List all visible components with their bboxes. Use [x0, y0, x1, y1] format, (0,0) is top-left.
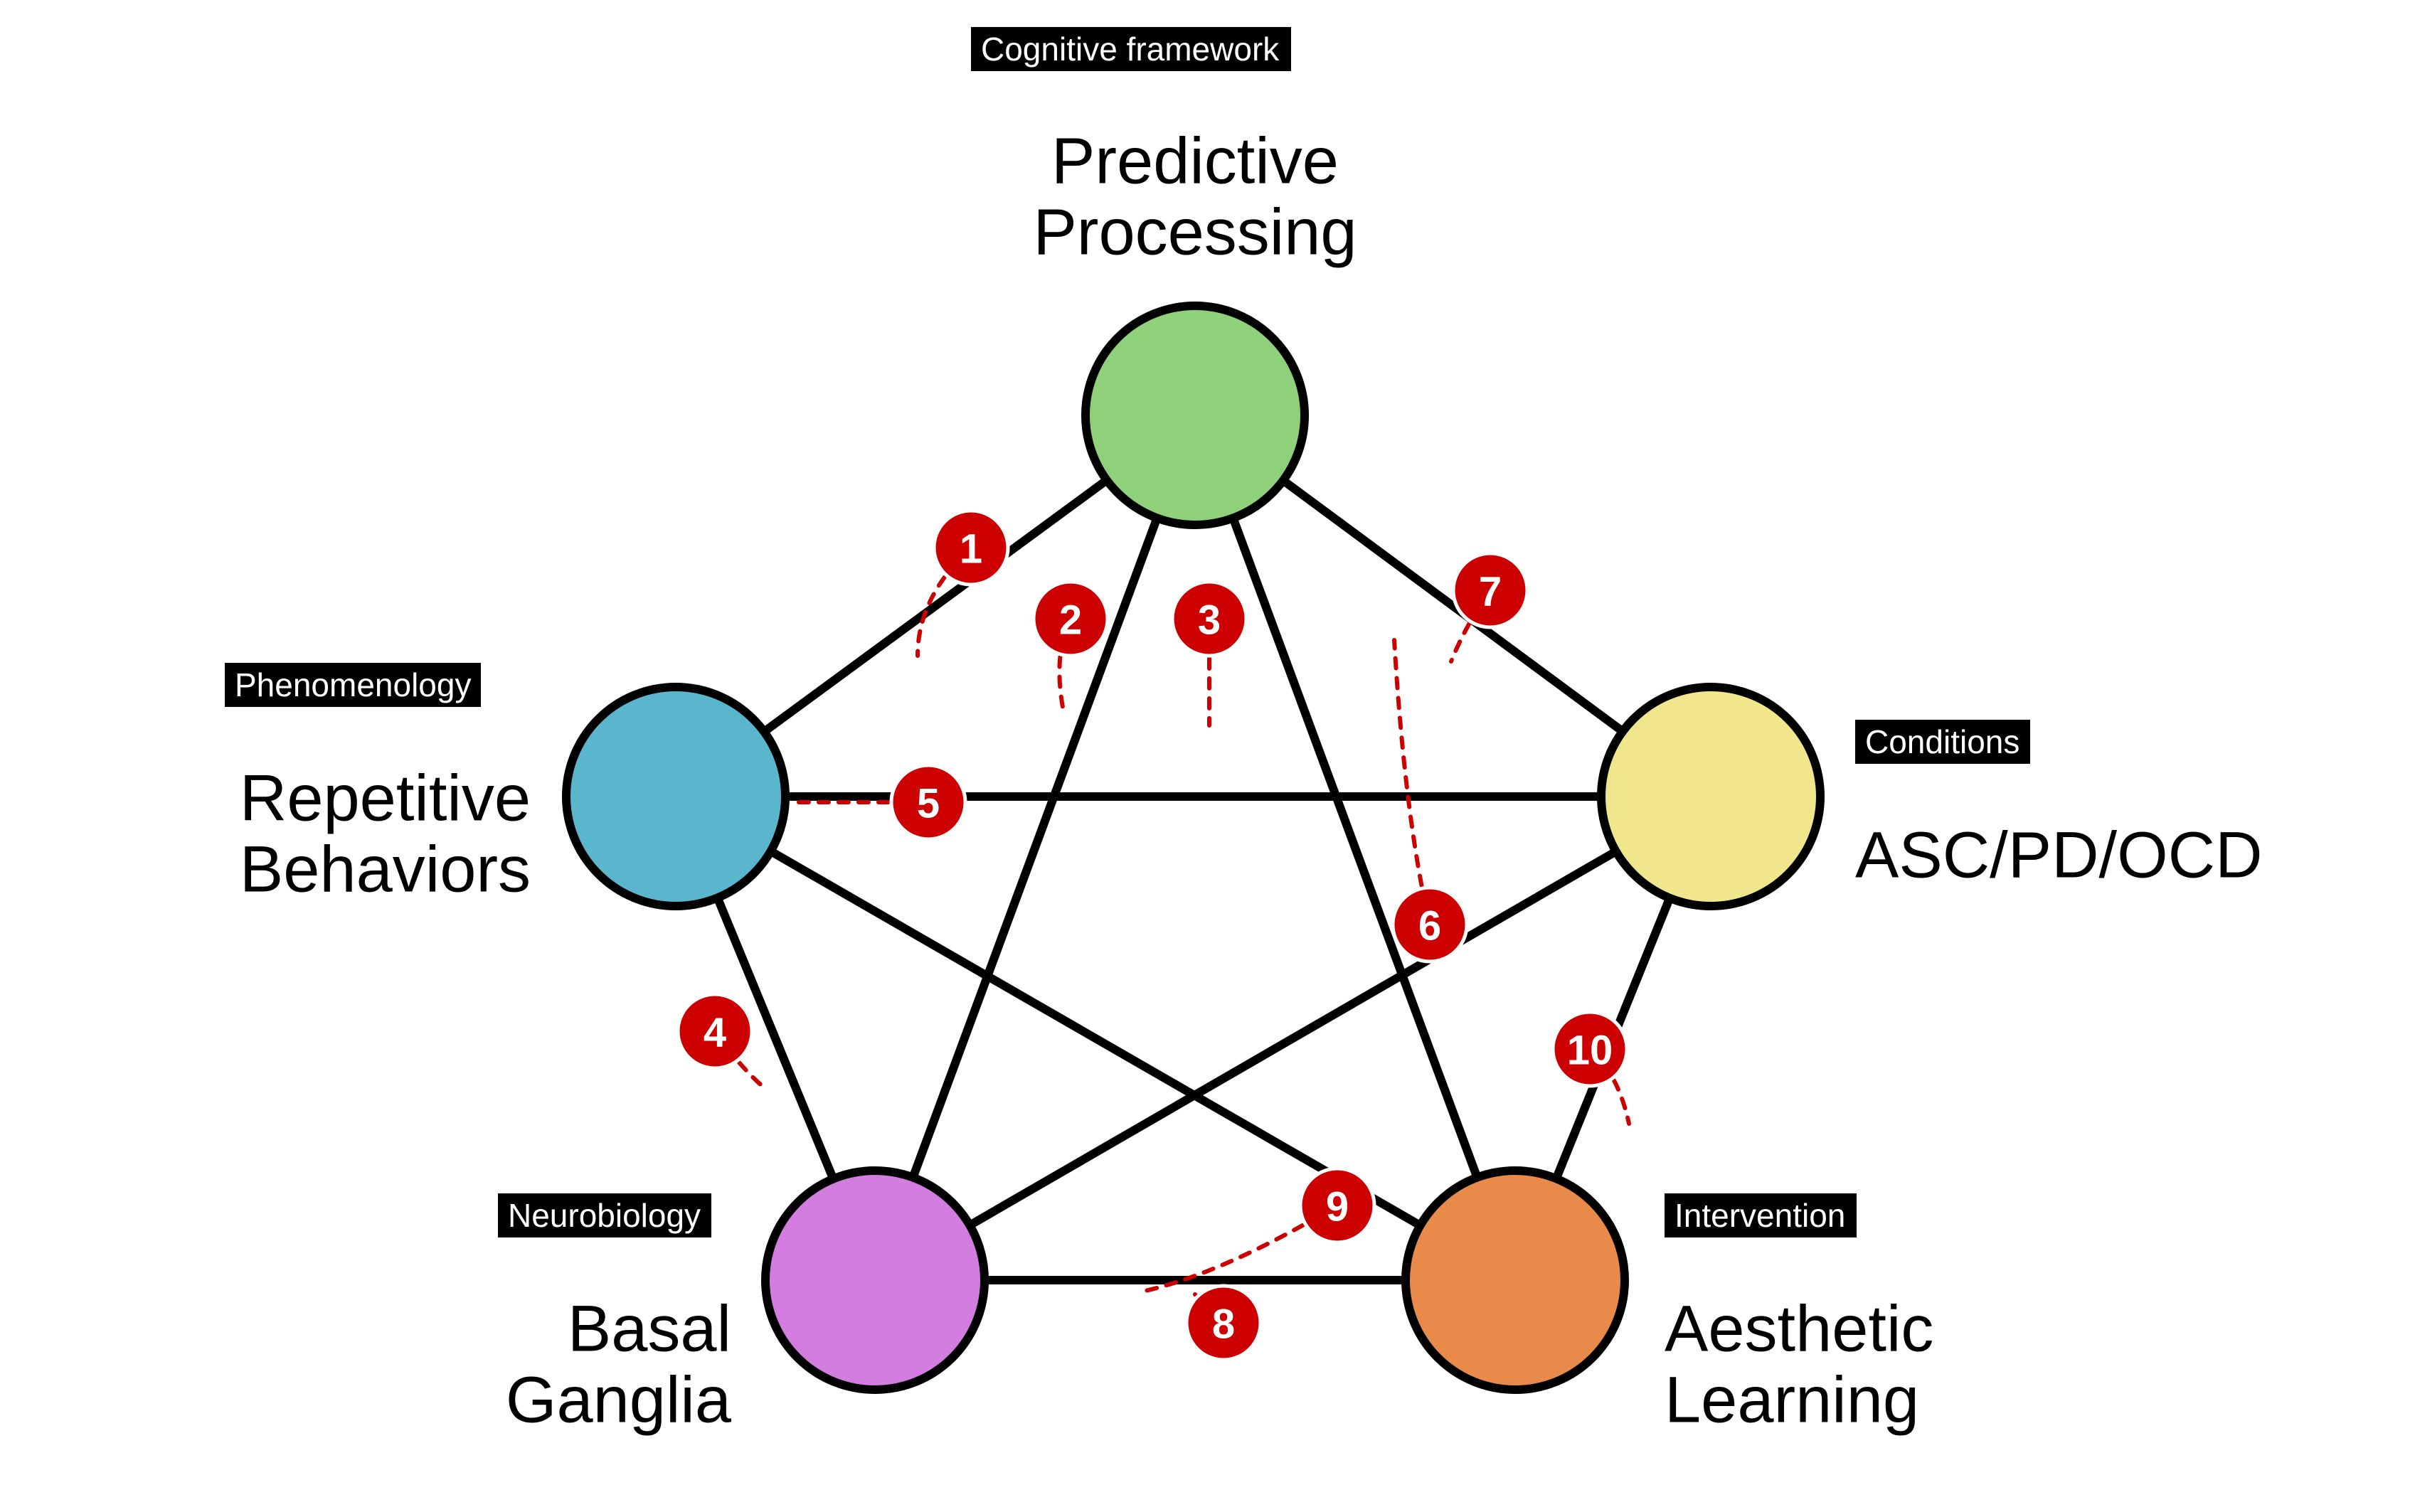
title-bottom-left-line1: Ganglia [506, 1364, 732, 1437]
badge-label-3: 3 [1198, 597, 1221, 644]
badge-label-10: 10 [1567, 1028, 1613, 1074]
node-left [566, 687, 785, 906]
title-bottom-left-line0: Basal [568, 1293, 731, 1365]
badge-label-5: 5 [917, 781, 940, 827]
title-top-line1: Processing [1033, 196, 1357, 269]
node-top [1086, 306, 1305, 525]
title-top-line0: Predictive [1051, 125, 1339, 198]
badge-label-9: 9 [1326, 1184, 1349, 1230]
node-bottom-right [1406, 1171, 1625, 1390]
title-bottom-right-line0: Aesthetic [1665, 1293, 1933, 1365]
tag-text-right: Conditions [1865, 723, 2019, 760]
node-right [1601, 687, 1820, 906]
badge-label-4: 4 [704, 1010, 726, 1056]
title-bottom-right-line1: Learning [1665, 1364, 1919, 1437]
badge-label-2: 2 [1059, 597, 1082, 644]
tag-text-top: Cognitive framework [981, 31, 1280, 68]
badge-label-1: 1 [960, 526, 982, 573]
badge-label-7: 7 [1479, 569, 1502, 615]
badge-label-8: 8 [1212, 1301, 1235, 1348]
title-left-line0: Repetitive [240, 762, 531, 835]
tag-text-bottom-left: Neurobiology [508, 1197, 701, 1234]
node-bottom-left [765, 1171, 984, 1390]
title-left-line1: Behaviors [240, 834, 531, 906]
tag-text-bottom-right: Intervention [1674, 1197, 1845, 1234]
tag-text-left: Phenomenology [235, 666, 471, 703]
title-right-line0: ASC/PD/OCD [1855, 819, 2263, 892]
network-diagram: 1 2 3 4 5 6 7 8 9 10 Cognitive framework Predictive… [0, 0, 2415, 1512]
badge-label-6: 6 [1418, 903, 1441, 949]
